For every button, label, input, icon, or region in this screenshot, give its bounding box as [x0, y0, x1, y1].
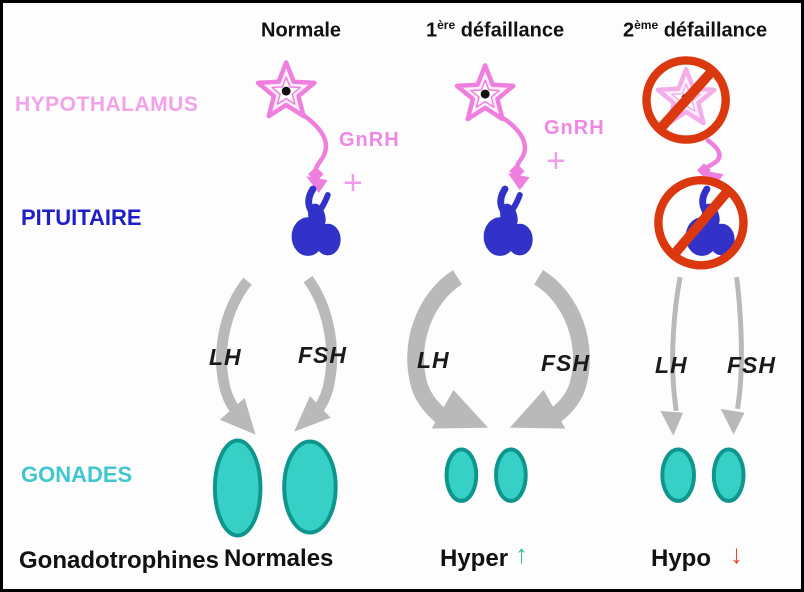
fsh-arrowhead-icon	[720, 408, 745, 435]
lh-arrowhead-icon	[431, 390, 489, 429]
lh-arrowhead-icon	[219, 397, 256, 435]
row-label-pituitary: PITUITAIRE	[21, 205, 142, 230]
result-label-hypo: Hypo	[651, 545, 711, 572]
lh-arrowhead-icon	[660, 410, 684, 436]
column-normale-art	[212, 62, 340, 538]
neuron-icon	[258, 62, 314, 116]
fsh-arrow	[734, 276, 744, 410]
gnrh-axon	[300, 112, 329, 173]
column-header-normale: Normale	[261, 19, 341, 42]
pituitary-icon	[484, 189, 532, 255]
fsh-label: FSH	[727, 352, 776, 378]
gnrh-label: GnRH	[339, 129, 400, 151]
gnrh-axon	[500, 115, 528, 171]
fsh-arrow	[533, 270, 590, 426]
fsh-label: FSH	[541, 350, 590, 376]
fsh-label: FSH	[298, 342, 347, 368]
fsh-arrowhead-icon	[294, 395, 331, 432]
result-label-hyper: Hyper	[440, 545, 509, 572]
column-header-deuxieme-defaillance: 2ème défaillance	[623, 18, 768, 42]
lh-label: LH	[209, 344, 242, 370]
gnrh-axon	[703, 138, 722, 172]
gnrh-label: GnRH	[544, 117, 605, 139]
lh-label: LH	[655, 352, 688, 378]
stimulation-plus-sign: +	[343, 164, 363, 202]
prohibition-icon	[654, 175, 748, 270]
axon-arrowhead-icon	[507, 173, 530, 191]
gonad-right	[494, 447, 528, 503]
header-text: 1	[426, 19, 438, 42]
lh-label: LH	[417, 347, 450, 373]
header-text: Normale	[261, 19, 342, 42]
column-deuxieme-defaillance-art	[642, 56, 748, 503]
pituitary-icon	[292, 189, 340, 255]
column-premiere-defaillance-art	[407, 65, 590, 503]
gonad-left	[660, 447, 696, 503]
prohibition-icon	[642, 56, 730, 144]
stimulation-plus-sign: +	[546, 142, 566, 180]
row-label-gonads: GONADES	[21, 462, 133, 487]
down-arrow-icon: ↓	[730, 539, 743, 569]
header-sup: ère	[437, 18, 456, 32]
header-sup: ème	[634, 18, 659, 32]
fsh-arrowhead-icon	[509, 390, 566, 429]
gonad-left	[212, 438, 263, 538]
header-text: 2	[623, 19, 635, 42]
diagram-artwork	[212, 56, 748, 538]
lh-arrow	[670, 276, 683, 412]
gonad-left	[444, 447, 479, 503]
up-arrow-icon: ↑	[515, 539, 528, 569]
prohibition-slash-icon	[669, 186, 733, 259]
gonad-right	[282, 439, 338, 535]
prohibition-slash-icon	[655, 66, 717, 134]
column-header-premiere-defaillance: 1ère défaillance	[426, 18, 565, 42]
lh-arrow	[407, 270, 463, 426]
row-label-gonadotrophins: Gonadotrophines	[19, 547, 219, 574]
header-text: défaillance	[455, 19, 565, 42]
axon-arrowhead-icon	[305, 176, 328, 194]
result-label-normales: Normales	[224, 545, 334, 572]
gonad-right	[711, 447, 746, 503]
neuron-icon	[457, 65, 513, 119]
row-label-hypothalamus: HYPOTHALAMUS	[15, 93, 199, 116]
header-text: défaillance	[658, 19, 768, 42]
